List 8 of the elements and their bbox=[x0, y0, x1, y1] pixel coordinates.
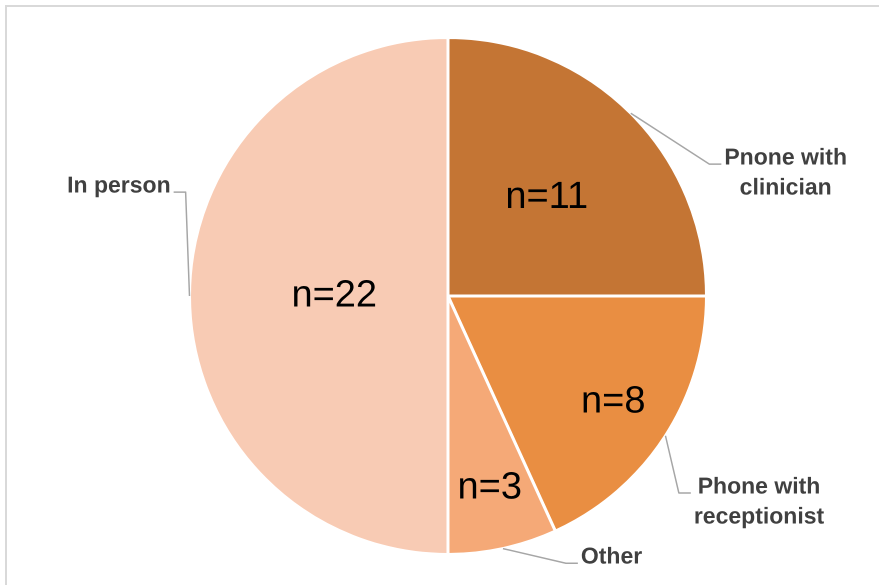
data-label: n=8 bbox=[581, 380, 646, 422]
slice-label: In person bbox=[67, 171, 171, 198]
data-label: n=3 bbox=[458, 465, 522, 508]
slice-label: Other bbox=[580, 542, 642, 569]
data-label: n=22 bbox=[291, 273, 378, 316]
data-label: n=11 bbox=[505, 174, 588, 217]
slice-label: Pnone with clinician bbox=[724, 144, 848, 200]
slice-label: Phone with receptionist bbox=[694, 472, 825, 528]
